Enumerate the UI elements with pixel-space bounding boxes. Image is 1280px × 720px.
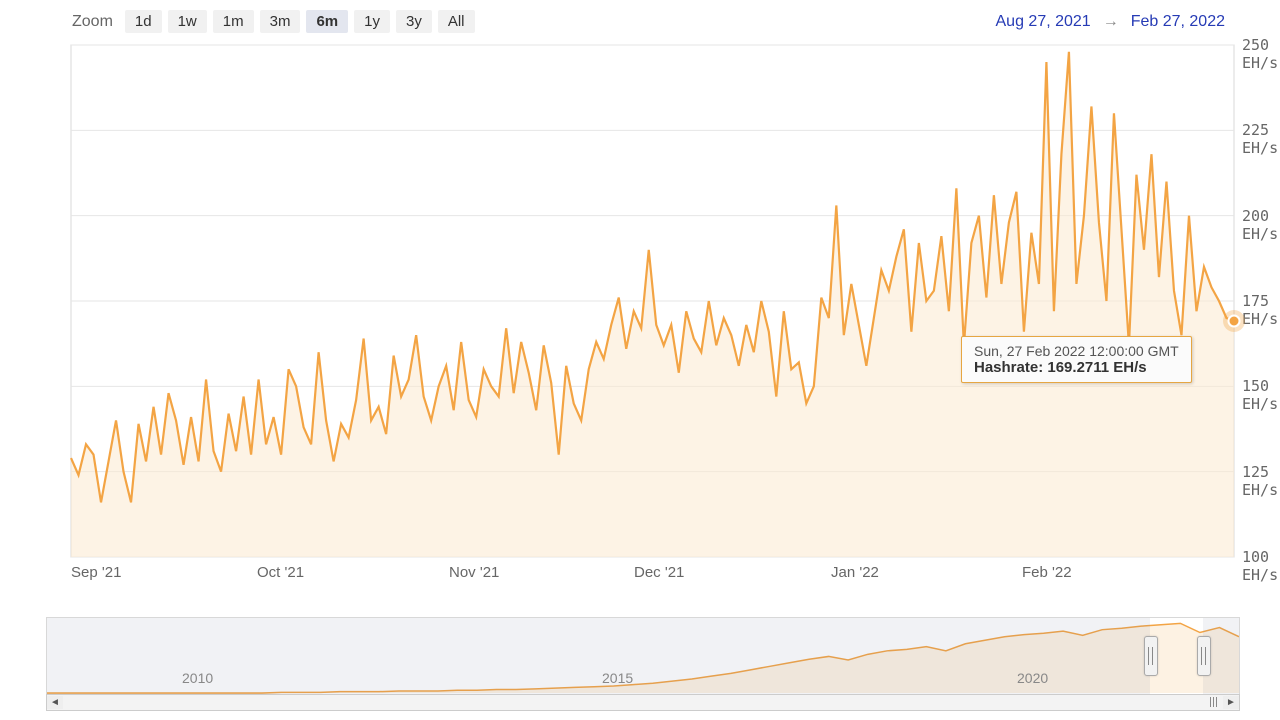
zoom-1y-button[interactable]: 1y [354, 10, 390, 33]
y-tick-label: 250 EH/s [1242, 36, 1278, 72]
zoom-3y-button[interactable]: 3y [396, 10, 432, 33]
x-tick-label: Feb '22 [1022, 564, 1072, 581]
x-tick-label: Nov '21 [449, 564, 499, 581]
y-tick-label: 125 EH/s [1242, 463, 1278, 499]
x-tick-label: Jan '22 [831, 564, 879, 581]
navigator[interactable]: 2010 2015 2020 ◄ ► [46, 617, 1238, 709]
date-from[interactable]: Aug 27, 2021 [996, 13, 1091, 31]
tooltip-metric-value: 169.2711 EH/s [1047, 359, 1146, 376]
zoom-All-button[interactable]: All [438, 10, 475, 33]
date-range: Aug 27, 2021 → Feb 27, 2022 [996, 13, 1226, 31]
scroll-track[interactable] [63, 695, 1223, 710]
y-tick-label: 150 EH/s [1242, 377, 1278, 413]
zoom-label: Zoom [72, 13, 113, 31]
scroll-left-button[interactable]: ◄ [47, 696, 63, 709]
scroll-right-button[interactable]: ► [1223, 696, 1239, 709]
main-chart-svg [46, 39, 1274, 613]
chart-toolbar: Zoom 1d 1w 1m 3m6m 1y 3y All Aug 27, 2021 → Fe… [0, 0, 1280, 39]
zoom-1d-button[interactable]: 1d [125, 10, 162, 33]
navigator-year-label: 2010 [182, 670, 213, 686]
navigator-handle-left[interactable] [1144, 636, 1158, 676]
x-tick-label: Sep '21 [71, 564, 121, 581]
marker-dot [1228, 314, 1241, 327]
x-tick-label: Dec '21 [634, 564, 684, 581]
navigator-handle-right[interactable] [1197, 636, 1211, 676]
tooltip-metric-label: Hashrate: [974, 359, 1043, 376]
navigator-year-label: 2020 [1017, 670, 1048, 686]
scroll-grip-icon [1210, 697, 1217, 707]
y-tick-label: 100 EH/s [1242, 548, 1278, 584]
zoom-1m-button[interactable]: 1m [213, 10, 254, 33]
zoom-3m-button[interactable]: 3m [260, 10, 301, 33]
zoom-6m-button[interactable]: 6m [306, 10, 348, 33]
zoom-1w-button[interactable]: 1w [168, 10, 207, 33]
navigator-scrollbar[interactable]: ◄ ► [46, 694, 1240, 711]
main-chart-area[interactable]: CoinWarz 100 EH/s125 EH/s150 EH/s175 EH/… [46, 39, 1276, 613]
y-tick-label: 175 EH/s [1242, 292, 1278, 328]
date-to[interactable]: Feb 27, 2022 [1131, 13, 1225, 31]
y-tick-label: 200 EH/s [1242, 207, 1278, 243]
y-tick-label: 225 EH/s [1242, 121, 1278, 157]
x-tick-label: Oct '21 [257, 564, 304, 581]
navigator-year-label: 2015 [602, 670, 633, 686]
arrow-right-icon: → [1103, 13, 1119, 31]
tooltip-time: Sun, 27 Feb 2022 12:00:00 GMT [974, 343, 1179, 359]
navigator-track[interactable]: 2010 2015 2020 [46, 617, 1240, 695]
zoom-controls: Zoom 1d 1w 1m 3m6m 1y 3y All [72, 10, 475, 33]
chart-tooltip: Sun, 27 Feb 2022 12:00:00 GMT Hashrate: … [961, 336, 1192, 383]
